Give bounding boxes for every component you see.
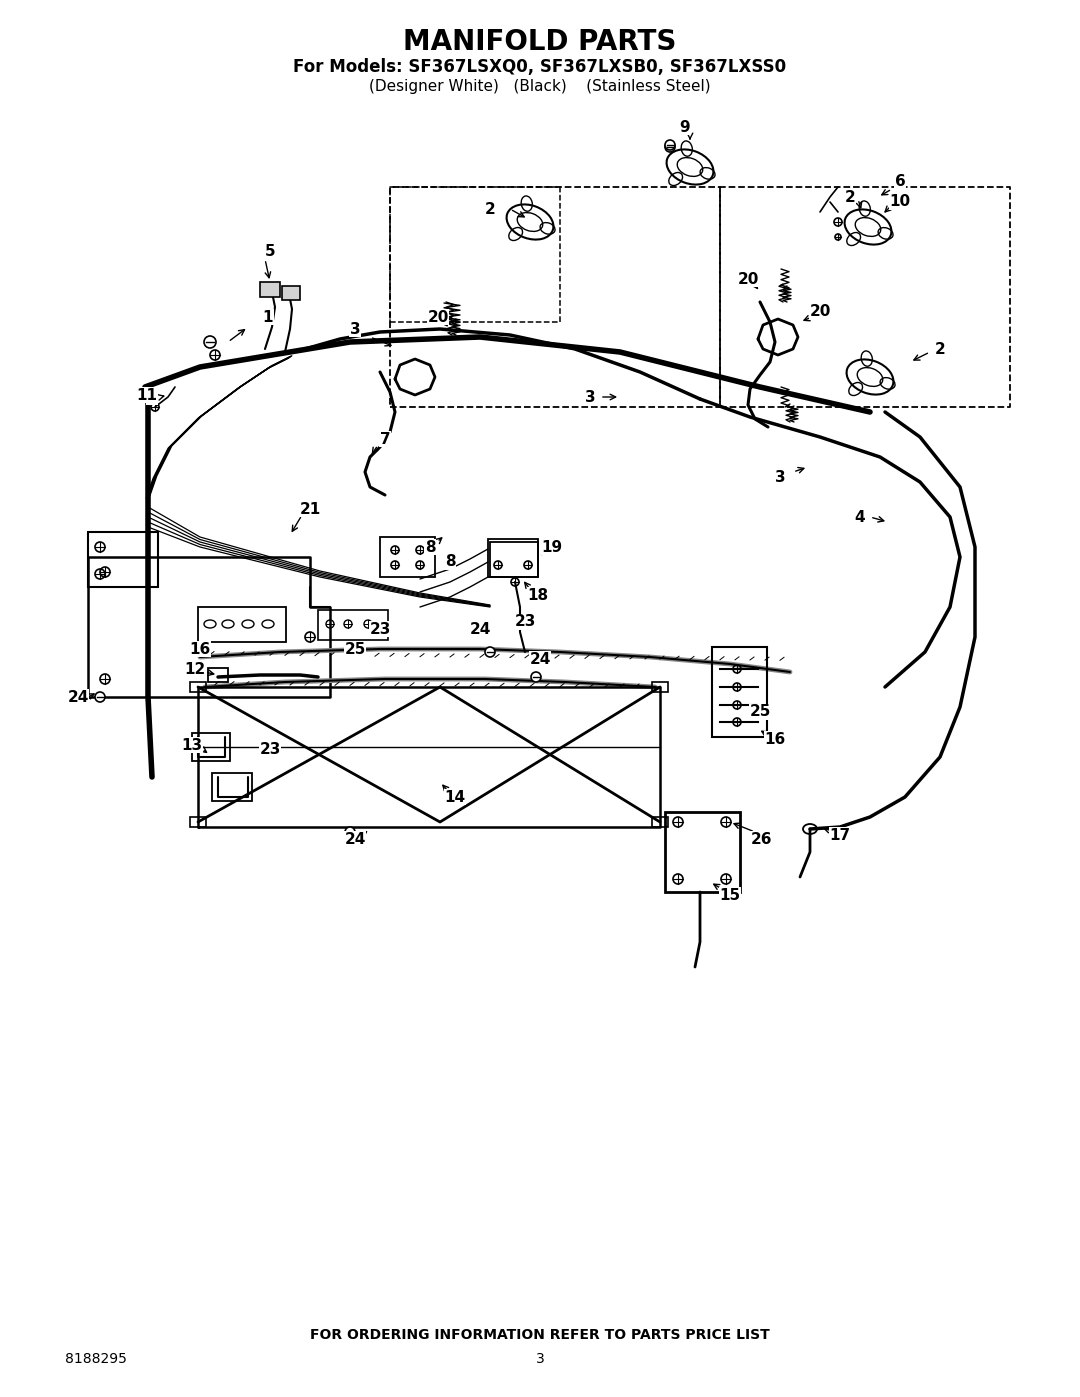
Text: 15: 15 [719, 887, 741, 902]
Text: 24: 24 [529, 651, 551, 666]
Circle shape [345, 827, 355, 837]
Text: 21: 21 [299, 502, 321, 517]
Text: 26: 26 [752, 831, 773, 847]
Text: 23: 23 [514, 615, 536, 630]
Text: 24: 24 [67, 690, 89, 704]
Text: 4: 4 [854, 510, 865, 524]
Text: 24: 24 [345, 831, 366, 847]
Text: MANIFOLD PARTS: MANIFOLD PARTS [403, 28, 677, 56]
Text: 7: 7 [380, 432, 390, 447]
Text: 16: 16 [189, 641, 211, 657]
Text: (Designer White)   (Black)    (Stainless Steel): (Designer White) (Black) (Stainless Stee… [369, 80, 711, 95]
FancyBboxPatch shape [282, 286, 300, 300]
Text: 3: 3 [536, 1352, 544, 1366]
Circle shape [665, 142, 675, 152]
Text: 20: 20 [428, 310, 448, 324]
Text: 12: 12 [185, 662, 205, 676]
Circle shape [204, 337, 216, 348]
Text: 17: 17 [829, 827, 851, 842]
Text: 25: 25 [345, 641, 366, 657]
Text: 9: 9 [679, 120, 690, 134]
Text: 13: 13 [181, 738, 203, 753]
Text: 23: 23 [369, 622, 391, 637]
Text: 6: 6 [894, 175, 905, 190]
Text: 25: 25 [750, 704, 771, 719]
Text: 2: 2 [485, 201, 496, 217]
Text: 14: 14 [445, 789, 465, 805]
Text: 8: 8 [445, 555, 456, 570]
Circle shape [665, 140, 675, 149]
Text: 16: 16 [765, 732, 785, 746]
Text: 11: 11 [136, 387, 158, 402]
Text: For Models: SF367LSXQ0, SF367LXSB0, SF367LXSS0: For Models: SF367LSXQ0, SF367LXSB0, SF36… [294, 59, 786, 75]
Text: 19: 19 [541, 539, 563, 555]
Text: 2: 2 [934, 341, 945, 356]
Text: 24: 24 [470, 622, 490, 637]
FancyBboxPatch shape [260, 282, 280, 298]
Text: FOR ORDERING INFORMATION REFER TO PARTS PRICE LIST: FOR ORDERING INFORMATION REFER TO PARTS … [310, 1329, 770, 1343]
Text: 8: 8 [147, 390, 158, 405]
Text: 3: 3 [774, 469, 785, 485]
Circle shape [95, 692, 105, 703]
Text: 18: 18 [527, 588, 549, 602]
Text: 3: 3 [350, 321, 361, 337]
Text: 3: 3 [584, 390, 595, 405]
Text: 8: 8 [424, 539, 435, 555]
Text: 8188295: 8188295 [65, 1352, 126, 1366]
Text: 1: 1 [262, 310, 273, 324]
Text: 23: 23 [259, 742, 281, 757]
Circle shape [485, 647, 495, 657]
Text: 10: 10 [890, 194, 910, 210]
Text: 20: 20 [738, 271, 758, 286]
Text: 20: 20 [809, 305, 831, 320]
Circle shape [531, 672, 541, 682]
Text: 2: 2 [845, 190, 855, 204]
Text: 5: 5 [265, 244, 275, 260]
